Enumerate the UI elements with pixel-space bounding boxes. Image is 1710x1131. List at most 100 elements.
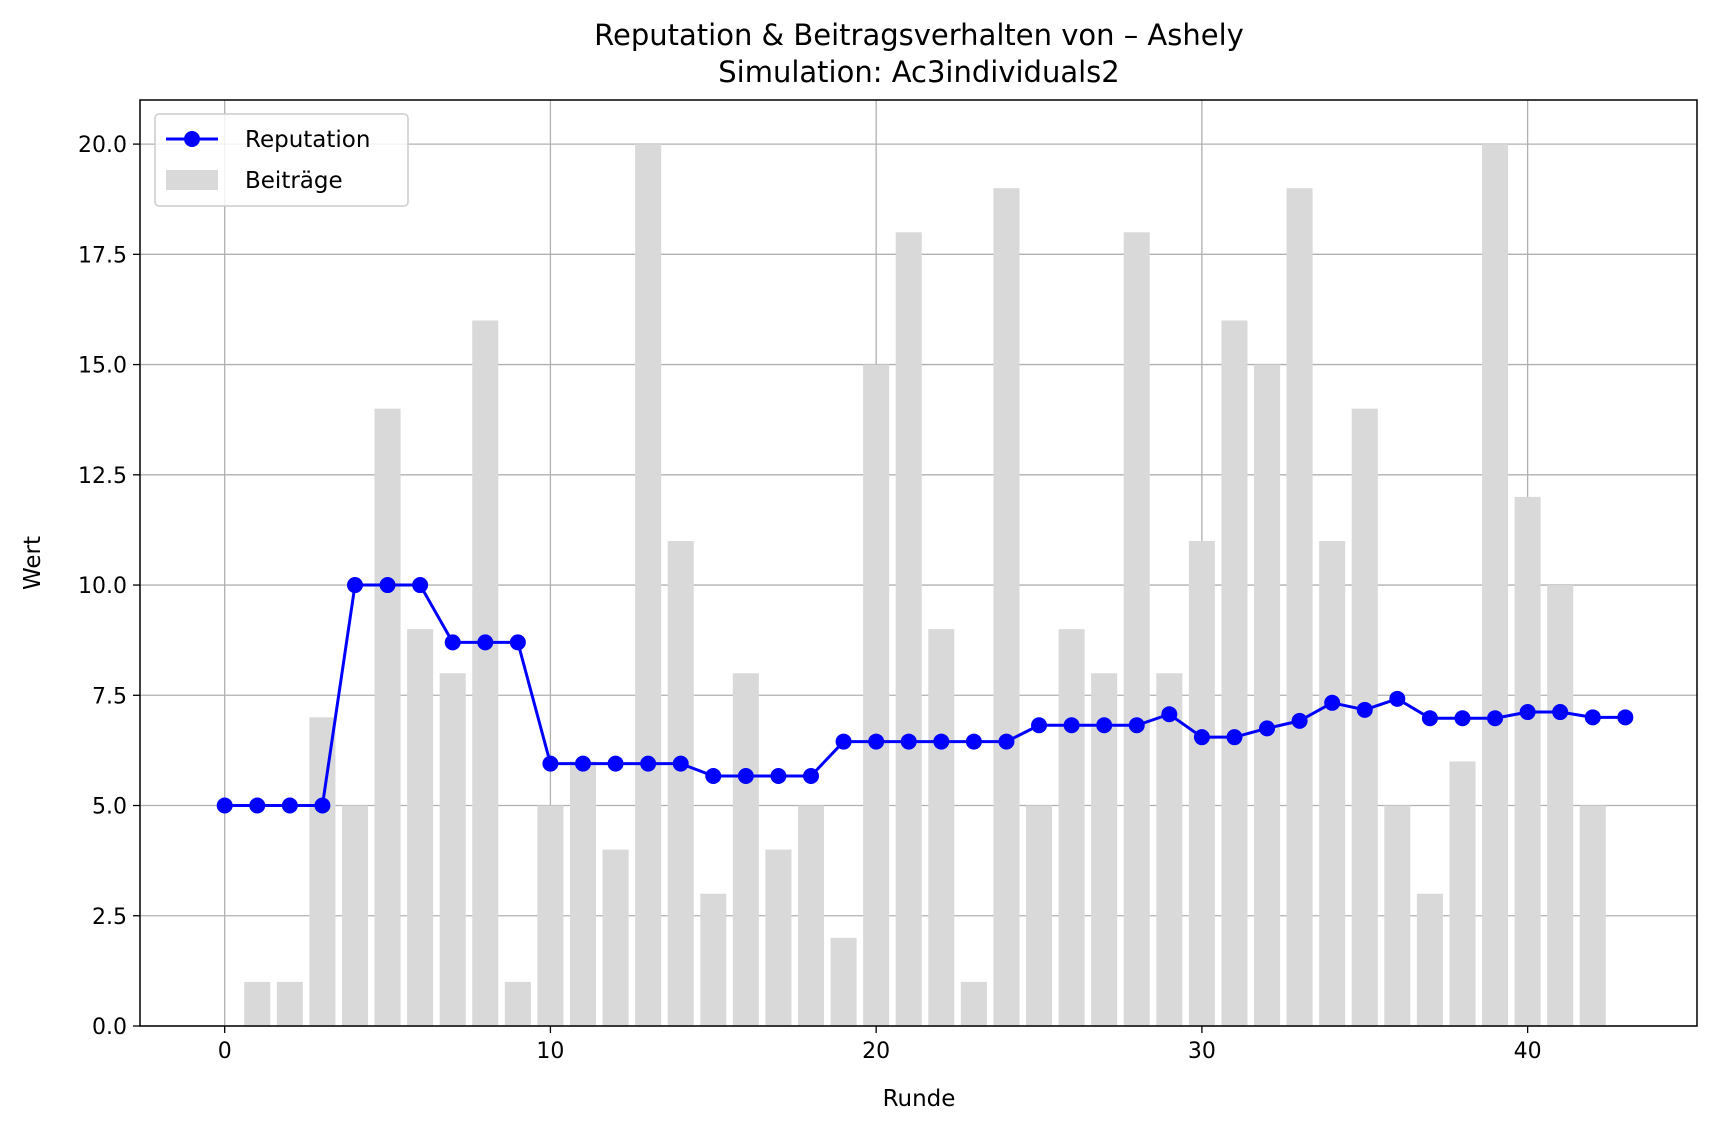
bar-beitraege — [1025, 805, 1053, 1026]
reputation-point — [1421, 710, 1438, 727]
bar-beitraege — [863, 364, 890, 1027]
reputation-point — [607, 755, 624, 772]
bar-beitraege — [1579, 805, 1606, 1026]
chart-subtitle: Simulation: Ac3individuals2 — [718, 55, 1119, 89]
y-tick-label: 12.5 — [78, 464, 127, 489]
reputation-point — [379, 577, 396, 594]
y-tick-label: 7.5 — [92, 684, 127, 709]
bar-beitraege — [797, 805, 825, 1026]
y-tick-label: 20.0 — [78, 133, 127, 158]
reputation-point — [444, 634, 461, 651]
reputation-point — [346, 577, 363, 594]
legend-reputation-label: Reputation — [245, 127, 370, 153]
reputation-point — [216, 797, 233, 814]
reputation-point — [1356, 701, 1373, 718]
bar-beitraege — [569, 761, 597, 1026]
reputation-point — [965, 733, 982, 750]
reputation-point — [770, 767, 787, 784]
reputation-point — [509, 634, 526, 651]
bar-beitraege — [1514, 496, 1541, 1026]
reputation-point — [412, 577, 429, 594]
reputation-point — [672, 755, 689, 772]
y-axis-label: Wert — [20, 536, 46, 590]
bar-beitraege — [1221, 320, 1248, 1026]
plot-frame — [139, 99, 1698, 1027]
legend-beitraege-swatch — [166, 170, 218, 190]
reputation-point — [281, 797, 298, 814]
reputation-point — [998, 733, 1015, 750]
reputation-point — [1128, 717, 1145, 734]
bar-beitraege — [1449, 761, 1476, 1026]
y-axis-ticks: 0.0 2.5 5.0 7.5 10.0 12.5 15.0 17.5 20.0 — [78, 133, 140, 1040]
reputation-point — [1552, 704, 1569, 721]
legend-beitraege-label: Beiträge — [245, 168, 343, 194]
reputation-point — [314, 797, 331, 814]
reputation-point — [1063, 717, 1080, 734]
bar-beitraege — [1384, 805, 1411, 1026]
reputation-point — [835, 733, 852, 750]
bar-beitraege — [1123, 232, 1150, 1027]
reputation-point — [1454, 710, 1471, 727]
reputation-point — [574, 755, 591, 772]
bar-beitraege — [700, 893, 727, 1026]
reputation-point — [1031, 717, 1048, 734]
bar-beitraege — [1286, 188, 1313, 1026]
bar-beitraege — [309, 717, 336, 1026]
reputation-point — [900, 733, 917, 750]
bar-beitraege — [244, 981, 271, 1026]
bars-beitraege — [244, 144, 1606, 1027]
reputation-point — [477, 634, 494, 651]
y-tick-label: 5.0 — [92, 795, 127, 820]
bar-beitraege — [407, 629, 434, 1026]
reputation-point — [1226, 729, 1243, 746]
bar-beitraege — [602, 849, 629, 1026]
x-tick-label: 20 — [862, 1039, 890, 1064]
legend-reputation-marker — [184, 131, 200, 147]
bar-beitraege — [1058, 629, 1085, 1026]
reputation-point — [1259, 720, 1276, 737]
chart-title: Reputation & Beitragsverhalten von – Ash… — [594, 18, 1244, 52]
y-tick-label: 10.0 — [78, 574, 127, 599]
y-tick-label: 2.5 — [92, 905, 127, 930]
legend: Reputation Beiträge — [154, 113, 409, 207]
reputation-point — [1096, 717, 1113, 734]
bar-beitraege — [1319, 540, 1346, 1026]
bar-beitraege — [732, 673, 759, 1026]
bar-beitraege — [276, 981, 303, 1026]
bar-beitraege — [895, 232, 922, 1027]
x-tick-label: 30 — [1188, 1039, 1216, 1064]
reputation-point — [640, 755, 657, 772]
reputation-point — [1193, 729, 1210, 746]
reputation-point — [933, 733, 950, 750]
bar-beitraege — [1254, 364, 1281, 1027]
bar-beitraege — [667, 540, 694, 1026]
bar-beitraege — [993, 188, 1020, 1026]
y-tick-label: 17.5 — [78, 243, 127, 268]
bar-beitraege — [439, 673, 466, 1026]
bar-beitraege — [341, 805, 369, 1026]
reputation-point — [1487, 710, 1504, 727]
x-tick-label: 0 — [218, 1039, 232, 1064]
reputation-point — [1291, 712, 1308, 729]
reputation-point — [868, 733, 885, 750]
x-axis-label: Runde — [883, 1086, 956, 1112]
bar-beitraege — [765, 849, 792, 1026]
x-axis-ticks: 0 10 20 30 40 — [218, 1026, 1542, 1064]
bar-beitraege — [635, 144, 662, 1027]
bar-beitraege — [960, 981, 987, 1026]
x-tick-label: 40 — [1514, 1039, 1542, 1064]
bar-beitraege — [504, 981, 531, 1026]
bar-beitraege — [472, 320, 499, 1026]
reputation-point — [737, 767, 754, 784]
reputation-point — [1519, 704, 1536, 721]
bar-beitraege — [928, 629, 955, 1026]
x-tick-label: 10 — [536, 1039, 564, 1064]
reputation-point — [1584, 709, 1601, 726]
reputation-point — [705, 767, 722, 784]
reputation-point — [803, 767, 820, 784]
bar-beitraege — [1188, 540, 1215, 1026]
legend-box — [154, 113, 409, 207]
bar-beitraege — [1416, 893, 1443, 1026]
reputation-point — [1617, 709, 1634, 726]
